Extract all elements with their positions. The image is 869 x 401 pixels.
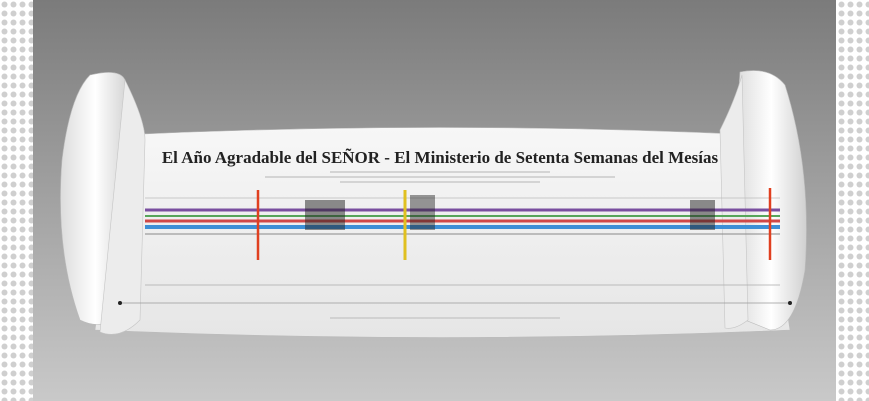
timeline xyxy=(118,188,792,319)
subtitle-lines xyxy=(265,171,615,183)
dotted-border-right xyxy=(836,0,869,401)
dotted-border-left xyxy=(0,0,33,401)
title: El Año Agradable del SEÑOR - El Minister… xyxy=(162,148,719,167)
